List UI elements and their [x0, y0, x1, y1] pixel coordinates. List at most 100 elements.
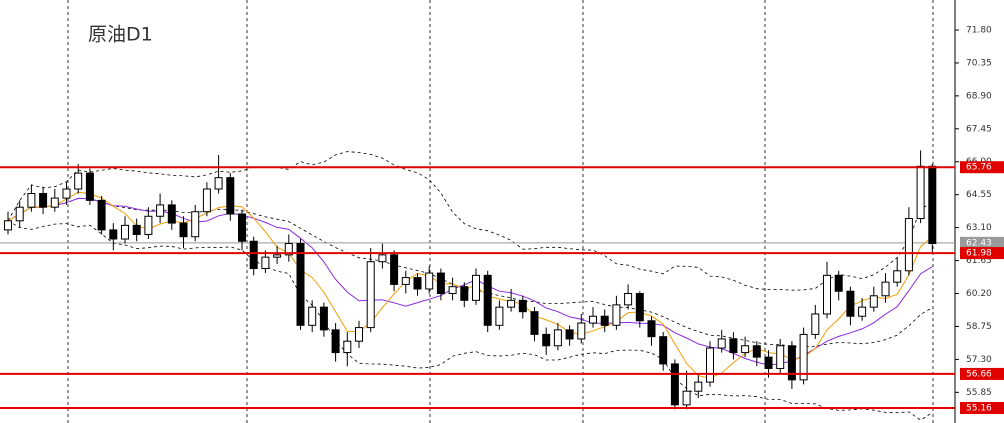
candle-body: [893, 270, 902, 283]
candle-body: [355, 327, 363, 342]
y-tick-label: 63.10: [966, 223, 992, 233]
band-middle: [7, 197, 933, 348]
candle-body: [530, 311, 539, 335]
candle-body: [706, 347, 714, 383]
candle-body: [518, 299, 527, 313]
candle-body: [167, 204, 176, 224]
candle-body: [694, 381, 703, 392]
y-tick-label: 61.65: [966, 256, 992, 266]
level-label: 61.98: [966, 249, 992, 259]
candle-body: [904, 218, 913, 272]
candle-body: [881, 281, 890, 297]
candle-body: [682, 390, 691, 406]
candle-body: [846, 290, 855, 317]
candle-body: [343, 340, 352, 354]
candle-body: [647, 320, 656, 338]
candle-body: [823, 274, 831, 315]
candle-body: [284, 243, 293, 256]
candle-body: [15, 206, 24, 222]
y-tick-label: 60.20: [966, 289, 992, 299]
candle-body: [799, 333, 808, 381]
candle-body: [436, 272, 445, 295]
candle-body: [600, 315, 609, 326]
candle-body: [39, 193, 48, 208]
candle-body: [495, 306, 504, 326]
candle-body: [74, 172, 83, 190]
last-price-box: [960, 236, 1004, 249]
candle-body: [413, 277, 422, 290]
candle-body: [202, 188, 211, 213]
candle-body: [448, 286, 457, 295]
candle-body: [179, 222, 188, 238]
candle-body: [261, 256, 270, 270]
candle-body: [156, 204, 165, 217]
candle-body: [366, 261, 375, 329]
candle-body: [858, 306, 867, 317]
candle-body: [589, 315, 597, 324]
candle-body: [741, 345, 750, 354]
y-tick-label: 57.30: [966, 355, 992, 365]
candle-body: [612, 304, 621, 326]
candle-body: [319, 306, 328, 331]
candle-body: [507, 299, 516, 308]
candle-body: [97, 199, 106, 231]
candle-body: [378, 254, 387, 263]
candle-body: [659, 336, 668, 365]
candle-body: [425, 272, 434, 290]
candle-body: [635, 293, 644, 322]
candle-body: [928, 165, 937, 245]
candle-body: [4, 220, 12, 231]
candle-body: [670, 363, 679, 406]
band-upper: [7, 151, 933, 291]
candle-body: [308, 306, 317, 326]
candle-body: [401, 277, 410, 285]
candle-body: [834, 274, 843, 292]
candle-body: [121, 224, 129, 240]
level-box: [960, 247, 1004, 260]
candle-body: [331, 329, 340, 354]
band-lower: [7, 220, 933, 421]
y-tick-label: 58.75: [966, 322, 992, 332]
candle-body: [238, 213, 246, 242]
candle-body: [460, 286, 469, 301]
y-tick-label: 68.90: [966, 91, 992, 101]
candle-body: [787, 345, 796, 381]
candle-body: [565, 329, 574, 340]
candle-body: [916, 165, 925, 220]
candle-body: [191, 211, 200, 238]
candle-body: [472, 274, 480, 301]
candle-body: [717, 338, 726, 349]
candle-body: [132, 224, 141, 235]
candle-body: [869, 295, 878, 308]
candle-body: [776, 345, 785, 369]
candle-body: [553, 329, 562, 347]
y-tick-label: 70.35: [966, 58, 992, 68]
candle-body: [109, 229, 118, 240]
candle-body: [390, 254, 399, 285]
candle-body: [764, 356, 773, 369]
candle-body: [296, 243, 305, 326]
candle-body: [144, 215, 153, 235]
y-tick-label: 64.55: [966, 190, 992, 200]
candle-body: [50, 197, 59, 208]
candle-body: [577, 322, 586, 340]
candle-body: [483, 274, 492, 326]
candle-body: [226, 177, 235, 215]
level-box: [960, 367, 1004, 380]
candle-body: [273, 254, 282, 258]
candle-body: [249, 240, 258, 270]
candle-body: [62, 188, 71, 199]
candle-body: [729, 338, 738, 354]
y-tick-label: 67.45: [966, 124, 992, 134]
candle-body: [214, 177, 223, 190]
candle-body: [752, 345, 761, 358]
level-label: 55.16: [966, 404, 992, 414]
candle-body: [27, 193, 36, 208]
level-label: 56.66: [966, 369, 992, 379]
candle-body: [542, 333, 551, 347]
last-price-label: 62.43: [966, 238, 992, 248]
level-box: [960, 161, 1004, 174]
y-tick-label: 71.80: [966, 25, 992, 35]
